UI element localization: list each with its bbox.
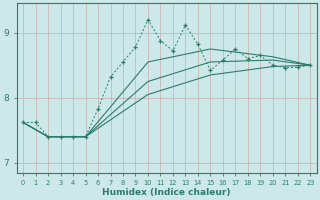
X-axis label: Humidex (Indice chaleur): Humidex (Indice chaleur) bbox=[102, 188, 231, 197]
